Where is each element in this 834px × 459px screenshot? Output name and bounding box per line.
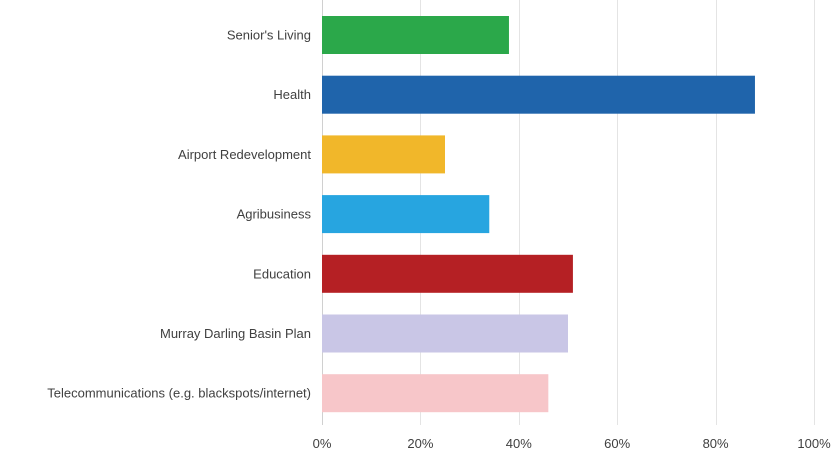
bar	[322, 374, 549, 413]
bar	[322, 75, 755, 114]
category-label: Murray Darling Basin Plan	[160, 326, 311, 341]
bar	[322, 16, 509, 54]
bar	[322, 254, 573, 293]
category-label: Airport Redevelopment	[178, 147, 311, 162]
x-tick-label: 80%	[703, 436, 729, 451]
bar	[322, 195, 490, 234]
x-tick-label: 60%	[604, 436, 630, 451]
category-labels: Senior's Living Health Airport Redevelopme…	[47, 28, 311, 401]
category-label: Telecommunications (e.g. blackspots/inte…	[47, 386, 311, 401]
x-tick-label: 0%	[313, 436, 332, 451]
category-label: Senior's Living	[227, 28, 311, 43]
bars	[322, 16, 755, 413]
category-label: Health	[273, 87, 311, 102]
bar	[322, 314, 568, 353]
x-tick-label: 100%	[797, 436, 831, 451]
x-tick-label: 20%	[407, 436, 433, 451]
category-label: Agribusiness	[237, 207, 312, 222]
x-tick-label: 40%	[506, 436, 532, 451]
bar	[322, 135, 445, 174]
category-label: Education	[253, 266, 311, 281]
gridlines	[322, 0, 815, 425]
x-axis-ticks: 0% 20% 40% 60% 80% 100%	[313, 436, 831, 451]
